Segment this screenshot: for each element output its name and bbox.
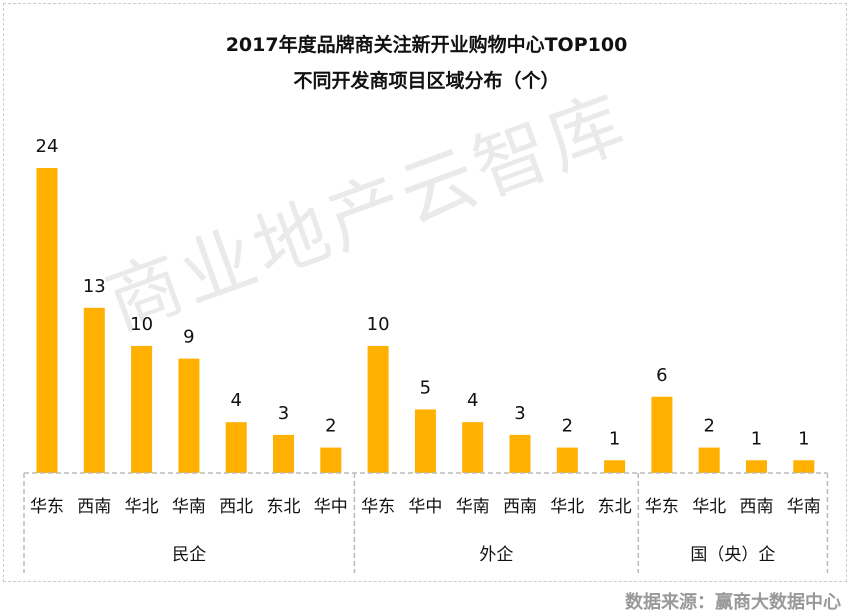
data-label: 2 [325,416,336,437]
data-label: 2 [703,416,714,437]
bar [36,168,58,473]
category-tick-label: 东北 [598,497,632,517]
data-label: 4 [467,390,478,411]
bar [604,460,626,473]
group-label: 民企 [172,545,206,565]
category-tick-label: 西南 [77,497,111,517]
source-note: 数据来源：赢商大数据中心 [625,592,841,613]
bar [178,358,200,473]
bar [651,396,673,473]
category-tick-label: 华南 [787,497,821,517]
chart-title: 2017年度品牌商关注新开业购物中心TOP100 [225,34,628,56]
category-tick-label: 华中 [314,497,348,517]
category-tick-label: 华中 [408,497,442,517]
bar [556,447,578,473]
group-label: 外企 [479,545,513,565]
data-label: 1 [609,428,620,449]
group-label: 国（央）企 [690,545,775,565]
data-label: 3 [278,403,289,424]
data-label: 24 [36,136,59,157]
bar [273,434,294,473]
category-tick-label: 华东 [30,497,64,517]
category-tick-label: 东北 [267,497,301,517]
bar [414,409,436,473]
chart-subtitle: 不同开发商项目区域分布（个） [293,70,560,92]
data-label: 10 [367,314,390,335]
data-label: 3 [514,403,525,424]
bar [83,307,105,473]
bar [462,422,484,473]
data-label: 10 [130,314,153,335]
category-tick-label: 西南 [740,497,774,517]
bar [225,422,247,473]
category-tick-label: 西南 [503,497,537,517]
bar [793,460,815,473]
bar [746,460,767,473]
category-tick-label: 华东 [361,497,395,517]
chart-border [3,3,847,582]
category-tick-label: 华北 [550,497,584,517]
data-label: 9 [183,327,194,348]
data-label: 4 [230,390,241,411]
data-label: 1 [798,428,809,449]
category-tick-label: 华北 [125,497,159,517]
data-label: 2 [562,416,573,437]
bar [320,447,342,473]
category-tick-label: 华南 [172,497,206,517]
category-tick-label: 华北 [692,497,726,517]
category-tick-label: 华东 [645,497,679,517]
data-label: 6 [656,365,667,386]
bar [698,447,720,473]
category-tick-label: 华南 [456,497,490,517]
bar [509,434,531,473]
data-label: 5 [420,377,431,398]
bar [367,345,389,473]
data-label: 13 [83,276,106,297]
data-label: 1 [751,428,762,449]
category-tick-label: 西北 [219,497,253,517]
bar [131,345,153,473]
